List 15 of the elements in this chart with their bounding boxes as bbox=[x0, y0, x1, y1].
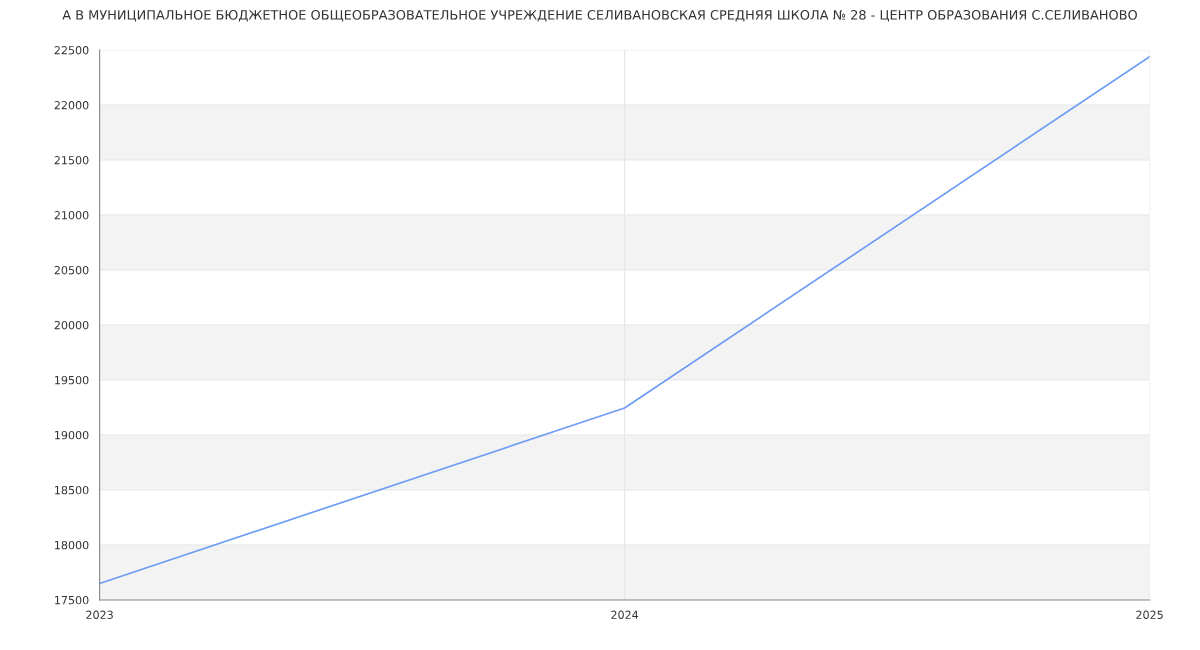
y-tick-label: 20000 bbox=[54, 320, 89, 330]
x-tick-label: 2025 bbox=[1136, 610, 1163, 619]
chart-title: А В МУНИЦИПАЛЬНОЕ БЮДЖЕТНОЕ ОБЩЕОБРАЗОВАТЕЛЬНОЕ УЧРЕЖДЕНИЕ СЕЛИВАНОВСКАЯ СРЕДНЯЯ ШКОЛА № 28 - ЦЕНТР ОБРАЗОВАНИЯ С.СЕЛИВАНОВО bbox=[62, 9, 1137, 22]
x-tick-label: 2023 bbox=[86, 610, 113, 619]
y-tick-label: 19500 bbox=[55, 375, 89, 385]
y-tick-label: 21000 bbox=[54, 210, 89, 220]
y-tick-label: 17500 bbox=[55, 595, 89, 605]
y-tick-label: 18500 bbox=[55, 485, 89, 495]
y-tick-label: 20500 bbox=[54, 265, 89, 275]
y-tick-label: 22000 bbox=[54, 101, 89, 110]
y-tick-label: 18000 bbox=[55, 540, 89, 550]
y-tick-label: 22500 bbox=[54, 46, 89, 55]
x-tick-label: 2024 bbox=[611, 610, 639, 619]
y-tick-label: 19000 bbox=[55, 430, 89, 440]
y-tick-label: 21500 bbox=[54, 156, 89, 165]
